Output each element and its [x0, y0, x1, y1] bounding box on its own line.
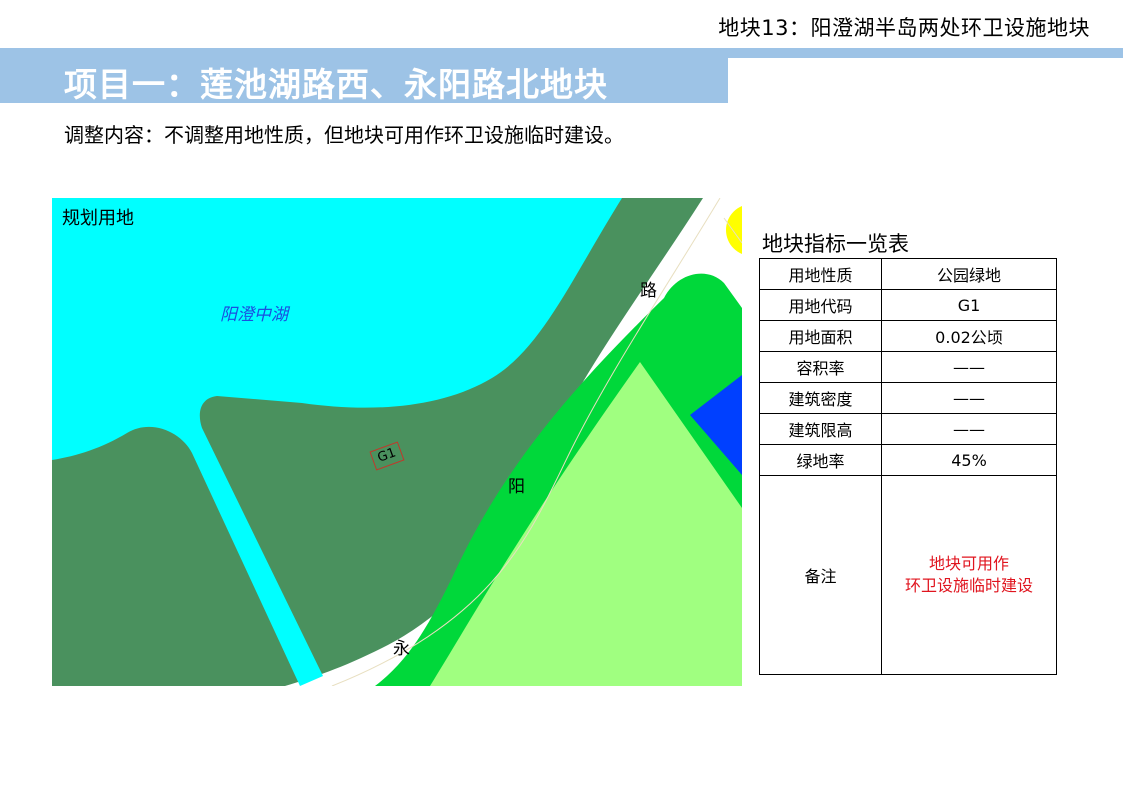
land-use-map: 规划用地 阳澄中湖 路 阳 永 G1 [52, 198, 742, 686]
row-key: 建筑密度 [759, 382, 882, 414]
road-label-char: 路 [640, 281, 657, 301]
remark-value: 地块可用作 环卫设施临时建设 [881, 475, 1057, 675]
row-key: 绿地率 [759, 444, 882, 476]
row-value: 0.02公顷 [881, 320, 1057, 352]
row-key: 建筑限高 [759, 413, 882, 445]
table-row: 用地性质 公园绿地 [759, 258, 1057, 290]
map-label: 规划用地 [62, 208, 134, 229]
row-key: 容积率 [759, 351, 882, 383]
table-row: 建筑限高 —— [759, 413, 1057, 445]
remark-key: 备注 [759, 475, 882, 675]
light-green-area [430, 362, 742, 686]
table-row: 用地代码 G1 [759, 289, 1057, 321]
row-value: —— [881, 413, 1057, 445]
row-value: —— [881, 382, 1057, 414]
row-value: 公园绿地 [881, 258, 1057, 290]
banner [0, 48, 728, 103]
lake-label: 阳澄中湖 [220, 305, 288, 325]
row-key: 用地性质 [759, 258, 882, 290]
table-row: 容积率 —— [759, 351, 1057, 383]
blue-parcel [690, 375, 742, 475]
yellow-parcel [726, 206, 742, 254]
page-header-title: 地块13：阳澄湖半岛两处环卫设施地块 [718, 16, 1090, 40]
table-row: 用地面积 0.02公顷 [759, 320, 1057, 352]
road-edge-line [723, 217, 742, 244]
indicator-table: 用地性质 公园绿地 用地代码 G1 用地面积 0.02公顷 容积率 —— 建筑密度 —— … [759, 258, 1057, 675]
indicator-table-title: 地块指标一览表 [762, 232, 909, 256]
row-value: G1 [881, 289, 1057, 321]
lake-area [52, 198, 622, 686]
remark-line: 环卫设施临时建设 [904, 576, 1033, 595]
row-value: 45% [881, 444, 1057, 476]
map-graphic [52, 198, 742, 686]
row-key: 用地代码 [759, 289, 882, 321]
adjustment-description: 调整内容：不调整用地性质，但地块可用作环卫设施临时建设。 [64, 123, 624, 147]
road-label-char: 永 [393, 639, 410, 659]
road-label-char: 阳 [508, 477, 525, 497]
road-centerline [331, 198, 721, 686]
table-row: 建筑密度 —— [759, 382, 1057, 414]
banner-title: 项目一：莲池湖路西、永阳路北地块 [64, 65, 608, 104]
row-key: 用地面积 [759, 320, 882, 352]
row-value: —— [881, 351, 1057, 383]
table-row: 绿地率 45% [759, 444, 1057, 476]
remark-line: 地块可用作 [928, 554, 1009, 573]
table-row-remark: 备注 地块可用作 环卫设施临时建设 [759, 475, 1057, 675]
